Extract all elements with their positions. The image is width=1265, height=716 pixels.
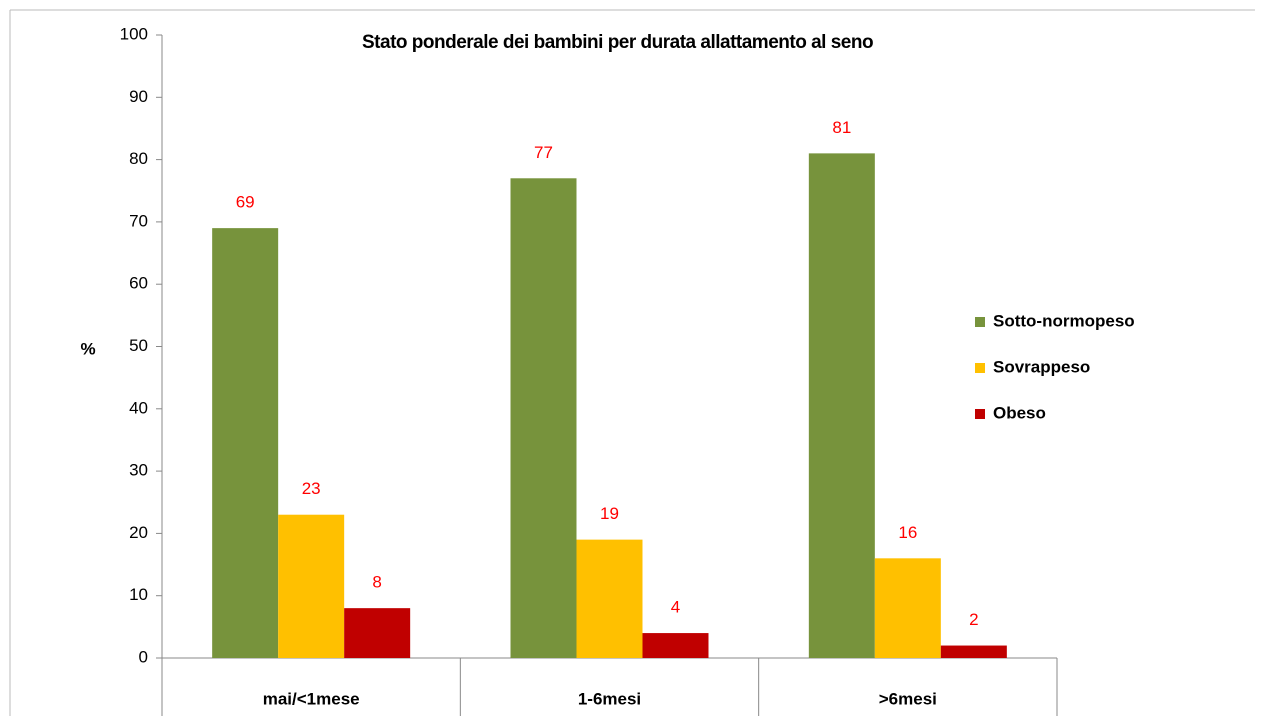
x-tick-label: 1-6mesi (578, 689, 641, 708)
y-tick-label: 10 (129, 585, 148, 604)
bar (510, 178, 577, 659)
legend-label: Sovrappeso (993, 357, 1090, 376)
legend-swatch (975, 317, 985, 327)
y-tick-label: 40 (129, 398, 148, 417)
value-label: 4 (671, 598, 680, 617)
y-tick-label: 80 (129, 149, 148, 168)
value-label: 8 (372, 573, 381, 592)
y-tick-label: 70 (129, 211, 148, 230)
y-tick-label: 20 (129, 523, 148, 542)
legend-label: Obeso (993, 403, 1046, 422)
value-label: 81 (832, 118, 851, 137)
y-tick-label: 0 (139, 647, 148, 666)
bar (576, 539, 643, 658)
y-tick-label: 60 (129, 274, 148, 293)
bar (212, 228, 279, 658)
bar (278, 514, 345, 658)
bar (344, 608, 411, 658)
legend-swatch (975, 363, 985, 373)
bar (874, 558, 941, 658)
bar (808, 153, 875, 658)
value-label: 77 (534, 143, 553, 162)
x-tick-label: mai/<1mese (263, 689, 360, 708)
value-label: 16 (898, 523, 917, 542)
y-axis-label: % (80, 339, 95, 358)
value-label: 69 (236, 193, 255, 212)
value-label: 2 (969, 610, 978, 629)
value-label: 19 (600, 504, 619, 523)
value-label: 23 (302, 479, 321, 498)
x-tick-label: >6mesi (879, 689, 937, 708)
y-tick-label: 90 (129, 87, 148, 106)
y-tick-label: 100 (120, 24, 148, 43)
legend-swatch (975, 409, 985, 419)
y-tick-label: 30 (129, 461, 148, 480)
bar (940, 645, 1007, 658)
chart-title: Stato ponderale dei bambini per durata a… (362, 32, 874, 53)
bar (642, 633, 709, 658)
y-tick-label: 50 (129, 336, 148, 355)
legend-label: Sotto-normopeso (993, 311, 1135, 330)
